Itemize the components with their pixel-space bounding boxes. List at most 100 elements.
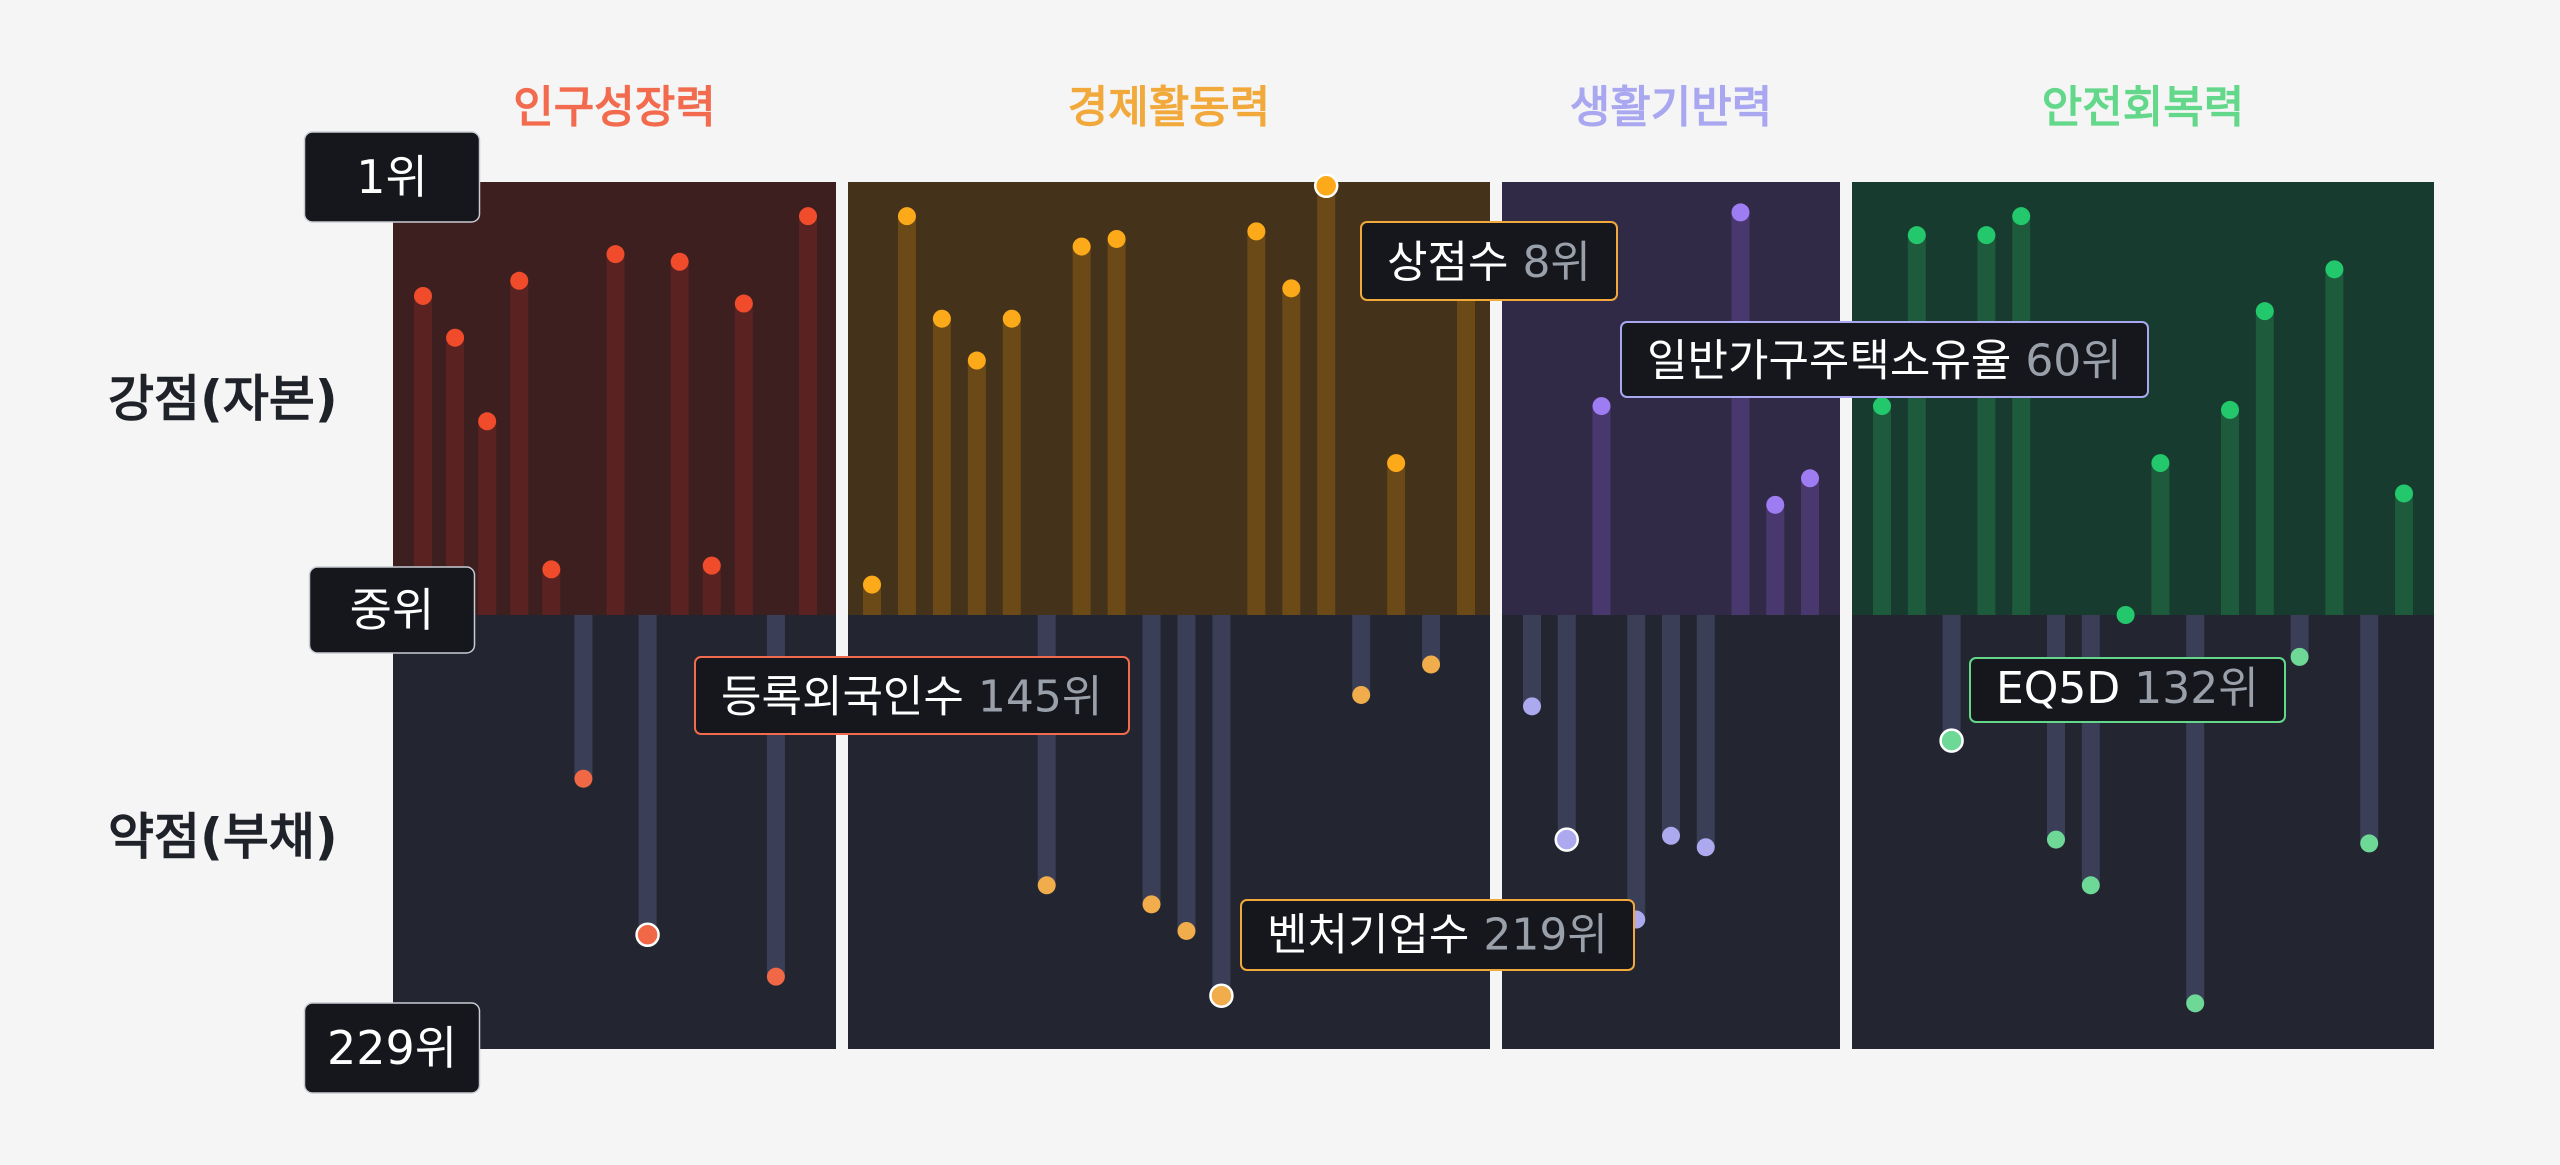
highlight-callout: 등록외국인수 145위 bbox=[694, 656, 1130, 735]
lollipop-stem bbox=[1801, 478, 1819, 615]
category-title: 안전회복력 bbox=[2042, 82, 2244, 133]
lollipop-stem bbox=[2255, 311, 2274, 615]
lollipop-dot bbox=[932, 309, 951, 328]
lollipop-dot bbox=[2360, 834, 2379, 853]
lollipop-dot bbox=[967, 351, 986, 370]
lollipop-stem bbox=[1317, 185, 1336, 615]
lollipop-dot bbox=[2290, 647, 2309, 666]
lollipop-stem bbox=[446, 337, 465, 615]
lollipop-dot bbox=[1662, 826, 1680, 845]
lollipop-stem bbox=[1977, 235, 1996, 615]
lollipop-dot bbox=[897, 207, 916, 226]
lollipop-dot bbox=[2151, 454, 2170, 473]
lollipop-dot bbox=[1387, 454, 1406, 473]
lollipop-stem bbox=[1731, 212, 1750, 615]
highlight-box bbox=[1240, 899, 1635, 971]
lollipop-stem bbox=[1873, 406, 1891, 615]
lollipop-dot bbox=[863, 575, 881, 594]
lollipop-stem bbox=[799, 216, 817, 615]
category-title: 인구성장력 bbox=[513, 82, 715, 133]
highlight-box bbox=[1969, 657, 2286, 723]
lollipop-stem bbox=[2047, 615, 2065, 840]
lollipop-stem bbox=[1523, 615, 1541, 707]
lollipop-dot bbox=[799, 207, 817, 226]
row-label-strength: 강점(자본) bbox=[108, 370, 338, 428]
lollipop-stem bbox=[1072, 246, 1091, 615]
lollipop-dot bbox=[2221, 400, 2239, 419]
lollipop-stem bbox=[2395, 493, 2413, 615]
highlight-callout: EQ5D 132위 bbox=[1969, 657, 2286, 723]
lollipop-dot bbox=[670, 252, 689, 271]
lollipop-dot bbox=[542, 560, 561, 579]
lollipop-stem bbox=[2081, 615, 2100, 886]
highlight-name: 등록외국인수 bbox=[721, 671, 978, 722]
lollipop-stem bbox=[2325, 269, 2344, 615]
highlight-name: 일반가구주택소유율 bbox=[1647, 335, 2025, 386]
highlight-label: EQ5D 132위 bbox=[1996, 663, 2259, 714]
lollipop-dot bbox=[574, 769, 593, 788]
lollipop-dot bbox=[1766, 495, 1785, 514]
lollipop-dot bbox=[2012, 207, 2031, 226]
lollipop-stem bbox=[574, 615, 593, 779]
highlight-dot bbox=[635, 922, 660, 948]
rank-box-label: 1위 bbox=[356, 150, 428, 204]
highlight-label: 상점수 8위 bbox=[1387, 237, 1591, 288]
rank-box-label: 229위 bbox=[327, 1021, 457, 1075]
lollipop-stem bbox=[932, 318, 951, 615]
lollipop-stem bbox=[967, 360, 986, 615]
lollipop-stem bbox=[1142, 615, 1161, 905]
lollipop-dot bbox=[414, 286, 432, 305]
lollipop-stem bbox=[2360, 615, 2379, 844]
lollipop-dot bbox=[2395, 484, 2413, 503]
lollipop-dot bbox=[1907, 226, 1926, 245]
lollipop-stem bbox=[1627, 615, 1646, 920]
lollipop-dot bbox=[1352, 685, 1371, 704]
lollipop-stem bbox=[1387, 463, 1406, 615]
lollipop-stem bbox=[510, 280, 529, 615]
lollipop-dot bbox=[2325, 260, 2344, 279]
lollipop-stem bbox=[1002, 318, 1021, 615]
lollipop-dot bbox=[2116, 606, 2135, 624]
lollipop-dot bbox=[766, 967, 785, 986]
lollipop-dot bbox=[1177, 921, 1196, 940]
highlight-label: 등록외국인수 145위 bbox=[721, 671, 1102, 722]
dots bbox=[414, 176, 2413, 1013]
lollipop-stem bbox=[2151, 463, 2170, 615]
lollipop-dot bbox=[1142, 895, 1161, 914]
category-title: 경제활동력 bbox=[1068, 82, 1270, 133]
rank-box-bg bbox=[303, 1002, 481, 1094]
lollipop-stem bbox=[478, 421, 497, 615]
highlight-dot bbox=[1209, 983, 1234, 1008]
highlight-label: 벤처기업수 219위 bbox=[1267, 909, 1608, 960]
lollipop-dot bbox=[2081, 876, 2100, 895]
highlight-callout: 상점수 8위 bbox=[1360, 221, 1618, 301]
lollipop-stem bbox=[1352, 615, 1371, 695]
lollipop-dot bbox=[1696, 838, 1715, 857]
highlight-callout: 벤처기업수 219위 bbox=[1240, 899, 1635, 971]
highlight-rank: 145위 bbox=[978, 671, 1102, 722]
highlight-callout: 일반가구주택소유율 60위 bbox=[1620, 321, 2149, 398]
lollipop-dot bbox=[1523, 697, 1541, 716]
rank-box-bg bbox=[308, 566, 476, 654]
lollipop-stem bbox=[897, 216, 916, 615]
lollipop-stem bbox=[542, 569, 561, 615]
rank-box-middle: 중위 bbox=[308, 566, 476, 654]
lollipop-dot bbox=[1282, 279, 1301, 298]
highlight-label: 일반가구주택소유율 60위 bbox=[1647, 335, 2122, 386]
lollipop-stem bbox=[638, 615, 657, 935]
highlight-dot bbox=[1313, 173, 1339, 199]
rank-box-bottom: 229위 bbox=[303, 1002, 481, 1094]
lollipop-dot bbox=[2186, 994, 2205, 1013]
rank-box-bg bbox=[303, 131, 481, 223]
rank-box-top: 1위 bbox=[303, 131, 481, 223]
lollipop-stem bbox=[1907, 235, 1926, 615]
lollipop-stem bbox=[2221, 409, 2239, 615]
lollipop-dot bbox=[1422, 655, 1441, 674]
lollipop-stem bbox=[1592, 406, 1611, 615]
lollipop-stem bbox=[1696, 615, 1715, 848]
lollipop-dot bbox=[1873, 397, 1891, 416]
lollipop-stem bbox=[1942, 615, 1961, 741]
highlight-rank: 8위 bbox=[1522, 237, 1590, 288]
